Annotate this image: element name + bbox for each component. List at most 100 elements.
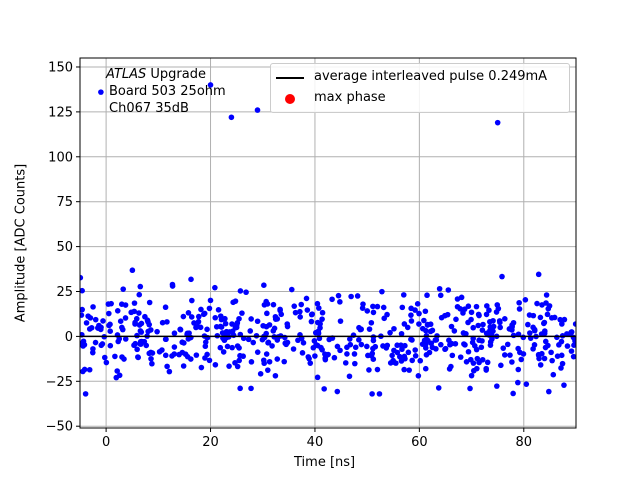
data-point: [83, 320, 90, 326]
data-point: [359, 305, 366, 311]
data-point: [559, 321, 565, 327]
data-point: [487, 324, 494, 330]
data-point: [90, 304, 96, 310]
data-point: [136, 310, 142, 316]
y-tick-label: 125: [48, 105, 73, 120]
data-point: [186, 330, 192, 336]
data-point: [457, 354, 464, 360]
data-point: [272, 316, 279, 322]
data-point: [542, 338, 549, 345]
data-point: [351, 351, 358, 357]
data-point: [230, 299, 236, 306]
data-point: [202, 339, 209, 345]
data-point: [122, 336, 129, 342]
data-point: [364, 343, 370, 350]
data-point: [347, 336, 353, 342]
data-point: [80, 274, 84, 281]
data-point: [115, 338, 122, 345]
data-point: [113, 374, 120, 381]
data-point: [409, 357, 416, 364]
data-point: [234, 343, 241, 349]
data-point: [544, 311, 551, 318]
data-point: [329, 296, 335, 303]
x-tick-label: 80: [516, 435, 533, 450]
data-point: [217, 313, 224, 319]
data-point: [159, 347, 165, 353]
data-point: [465, 348, 472, 355]
data-point: [248, 359, 255, 365]
data-point: [368, 352, 375, 359]
data-point: [415, 372, 422, 379]
data-point: [132, 319, 138, 326]
legend-entry-average-pulse: average interleaved pulse 0.249mA: [271, 67, 569, 87]
data-point: [384, 342, 391, 349]
data-point: [354, 293, 361, 299]
data-point: [470, 324, 477, 331]
data-point: [412, 352, 419, 359]
data-point: [567, 331, 574, 337]
data-point: [428, 340, 435, 347]
data-point: [530, 346, 536, 352]
data-point: [122, 315, 129, 321]
y-tick-label: 75: [56, 195, 73, 210]
data-point: [248, 385, 254, 392]
data-point: [162, 352, 169, 359]
data-point: [402, 342, 408, 349]
y-tick-label: 150: [48, 60, 73, 75]
legend: average interleaved pulse 0.249mA max ph…: [270, 63, 570, 113]
data-point: [261, 282, 267, 289]
data-point: [138, 320, 145, 327]
data-point: [237, 288, 244, 294]
data-point: [311, 338, 318, 344]
data-point: [416, 321, 422, 327]
data-point: [266, 358, 273, 365]
data-point: [319, 316, 325, 322]
data-point: [404, 324, 411, 331]
data-point: [337, 299, 343, 305]
data-point: [453, 316, 459, 323]
data-point: [556, 342, 562, 348]
data-point: [80, 306, 85, 313]
data-point: [534, 300, 540, 307]
data-point: [344, 351, 350, 357]
data-point: [131, 308, 138, 315]
data-point: [370, 303, 376, 310]
data-point: [442, 346, 448, 353]
data-point: [131, 300, 138, 306]
data-point: [264, 310, 270, 317]
data-point: [374, 366, 381, 373]
data-point: [391, 347, 397, 354]
data-point: [400, 292, 407, 298]
data-point: [142, 313, 148, 320]
data-point: [103, 359, 110, 366]
data-point: [204, 326, 210, 333]
data-point: [254, 318, 261, 325]
data-point: [463, 359, 470, 365]
data-point: [290, 346, 297, 352]
y-tick-label: 25: [56, 285, 73, 300]
data-point: [509, 359, 515, 365]
data-point: [447, 341, 453, 348]
data-point: [171, 330, 178, 337]
data-point: [422, 345, 429, 351]
data-point: [530, 312, 537, 319]
data-point: [435, 385, 442, 391]
data-point: [478, 344, 485, 351]
data-point: [448, 363, 454, 370]
data-point: [510, 390, 516, 397]
data-point: [247, 328, 254, 334]
y-tick-label: −50: [46, 420, 73, 435]
legend-line-swatch: [276, 77, 304, 79]
data-point: [132, 340, 139, 347]
data-point: [494, 383, 500, 389]
data-point: [260, 322, 266, 329]
data-point: [263, 298, 269, 305]
data-point: [185, 310, 192, 316]
data-point: [164, 319, 170, 325]
data-point: [510, 319, 517, 326]
data-point: [80, 287, 85, 294]
data-point: [98, 324, 104, 331]
data-point: [217, 344, 224, 351]
data-point: [408, 336, 414, 343]
data-point: [467, 385, 473, 392]
